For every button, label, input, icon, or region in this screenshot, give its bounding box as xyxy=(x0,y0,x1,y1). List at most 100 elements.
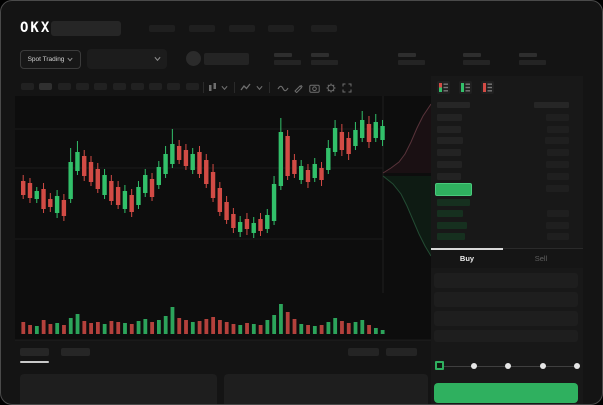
volume-bar xyxy=(312,326,317,334)
camera-icon[interactable] xyxy=(309,83,320,93)
bid-price-placeholder[interactable] xyxy=(437,221,467,229)
wave-line-icon[interactable] xyxy=(277,85,289,92)
pair-selector-dropdown[interactable] xyxy=(87,49,167,69)
active-tab-indicator xyxy=(431,248,503,250)
candle-body xyxy=(380,126,385,140)
history-panel-placeholder[interactable] xyxy=(224,374,428,404)
volume-bar xyxy=(360,320,365,334)
depth-bids-line xyxy=(382,175,432,257)
candle-body xyxy=(271,184,277,221)
order-form-input[interactable] xyxy=(434,311,578,326)
settings-gear-icon[interactable] xyxy=(326,83,336,93)
interval-button[interactable] xyxy=(149,83,163,90)
bid-amount-placeholder xyxy=(547,210,569,218)
nav-item-placeholder[interactable] xyxy=(229,25,255,32)
slider-stop[interactable] xyxy=(470,363,477,369)
candle-body xyxy=(48,199,53,207)
stat-label-placeholder xyxy=(463,53,481,57)
indicators-icon[interactable] xyxy=(240,82,251,93)
nav-item-placeholder[interactable] xyxy=(149,25,175,32)
slider-stop[interactable] xyxy=(539,363,546,369)
ask-price-placeholder[interactable] xyxy=(437,114,462,121)
panel-divider xyxy=(15,340,431,341)
asks-only-icon xyxy=(483,83,492,92)
volume-bar xyxy=(204,319,209,334)
depth-asks-line xyxy=(382,103,432,174)
volume-bar xyxy=(75,314,80,334)
volume-bar xyxy=(102,324,107,334)
volume-bar xyxy=(21,322,26,334)
candle-body xyxy=(190,154,195,170)
bid-price-placeholder[interactable] xyxy=(437,199,470,206)
candle-type-icon[interactable] xyxy=(208,82,217,94)
last-price-badge xyxy=(435,183,472,196)
tab-sell[interactable]: Sell xyxy=(534,254,548,263)
slider-stop[interactable] xyxy=(574,363,580,369)
orderbook-toggle-asks-only[interactable] xyxy=(481,81,494,94)
bid-price-placeholder[interactable] xyxy=(437,233,465,241)
order-form-input[interactable] xyxy=(434,292,578,307)
interval-button[interactable] xyxy=(112,83,126,90)
ask-price-placeholder[interactable] xyxy=(437,125,461,133)
orderbook-toggle-combined-book[interactable] xyxy=(437,81,450,94)
slider-handle[interactable] xyxy=(435,361,444,370)
chart-canvas[interactable] xyxy=(15,96,432,339)
nav-item-placeholder[interactable] xyxy=(311,25,337,32)
candle-body xyxy=(346,138,351,154)
order-form-input[interactable] xyxy=(434,273,578,288)
bottom-tab[interactable] xyxy=(61,348,90,356)
interval-button[interactable] xyxy=(75,83,89,90)
volume-bar xyxy=(55,323,60,334)
ask-amount-placeholder xyxy=(545,137,569,145)
spot-trading-dropdown[interactable]: Spot Trading xyxy=(20,50,81,69)
candle-body xyxy=(285,136,290,176)
orderbook-toggle-bids-only[interactable] xyxy=(459,81,472,94)
candle-body xyxy=(68,162,73,199)
volume-bar xyxy=(41,320,46,334)
interval-button[interactable] xyxy=(167,83,181,90)
stat-value-placeholder xyxy=(463,60,490,65)
volume-bar xyxy=(157,320,161,334)
depth-bids-area xyxy=(383,176,431,256)
candle-body xyxy=(156,167,161,185)
nav-item-placeholder[interactable] xyxy=(189,25,215,32)
candle-body xyxy=(278,132,284,186)
candle-body xyxy=(204,160,209,184)
volume-bar xyxy=(353,322,358,334)
candle-body xyxy=(41,189,46,209)
bottom-tab[interactable] xyxy=(348,348,379,356)
candle-body xyxy=(258,219,263,231)
order-form-input[interactable] xyxy=(434,330,578,342)
ask-price-placeholder[interactable] xyxy=(437,149,461,157)
candle-body xyxy=(326,148,331,170)
volume-bar xyxy=(224,322,229,334)
orderbook-header-amount xyxy=(534,102,569,108)
ask-price-placeholder[interactable] xyxy=(437,137,463,145)
search-input[interactable] xyxy=(51,21,121,36)
interval-button[interactable] xyxy=(185,83,199,90)
chevron-down-icon[interactable] xyxy=(221,85,228,91)
interval-button[interactable] xyxy=(130,83,144,90)
stat-label-placeholder xyxy=(398,53,416,57)
interval-button[interactable] xyxy=(57,83,71,90)
tab-buy[interactable]: Buy xyxy=(459,254,475,263)
buy-submit-button[interactable] xyxy=(434,383,578,403)
chevron-down-icon[interactable] xyxy=(256,85,263,91)
orders-panel-placeholder[interactable] xyxy=(20,374,217,404)
fullscreen-icon[interactable] xyxy=(342,83,352,93)
brush-icon[interactable] xyxy=(293,83,303,93)
interval-button[interactable] xyxy=(39,83,53,90)
ask-price-placeholder[interactable] xyxy=(437,160,462,168)
candle-body xyxy=(339,132,345,150)
nav-item-placeholder[interactable] xyxy=(268,25,294,32)
ask-price-placeholder[interactable] xyxy=(437,172,461,180)
interval-button[interactable] xyxy=(21,83,34,90)
interval-button[interactable] xyxy=(94,83,108,90)
bid-price-placeholder[interactable] xyxy=(437,210,463,218)
candle-body xyxy=(129,195,134,212)
slider-stop[interactable] xyxy=(505,363,511,369)
candle-body xyxy=(217,188,223,212)
bottom-tab[interactable] xyxy=(20,348,49,356)
bottom-tab[interactable] xyxy=(386,348,417,356)
